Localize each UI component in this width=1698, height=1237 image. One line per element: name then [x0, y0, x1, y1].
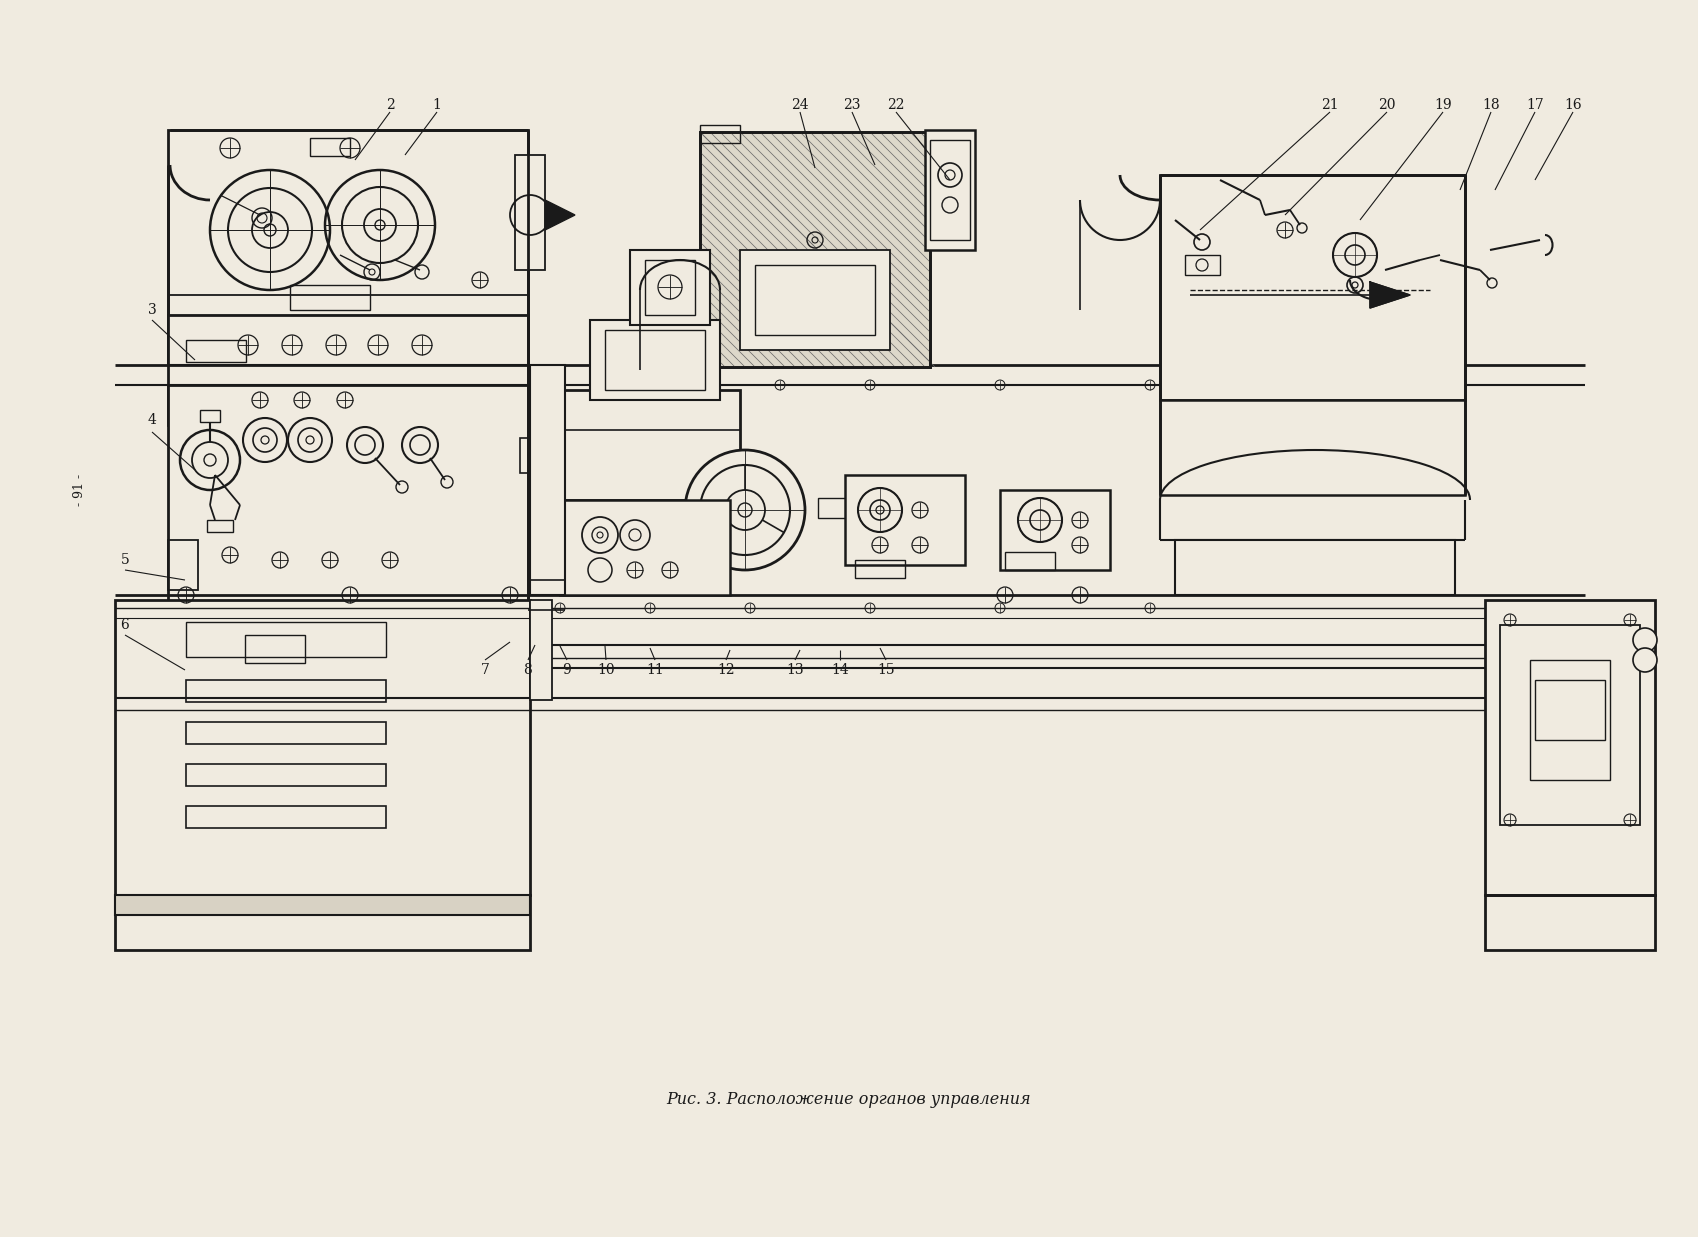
Text: 13: 13	[786, 663, 803, 677]
Bar	[200, 409, 219, 422]
Bar	[700, 132, 929, 367]
Bar	[560, 500, 730, 595]
Bar	[1499, 625, 1639, 825]
Bar	[514, 155, 545, 270]
Bar	[168, 315, 528, 426]
Bar	[924, 130, 975, 250]
Bar	[854, 560, 905, 578]
Text: 11: 11	[645, 663, 664, 677]
Bar	[1530, 661, 1610, 781]
Text: 1: 1	[433, 98, 441, 113]
Text: 17: 17	[1525, 98, 1543, 113]
Bar	[185, 622, 385, 657]
Text: 14: 14	[830, 663, 849, 677]
Bar	[290, 285, 370, 310]
Bar	[530, 390, 560, 445]
Bar	[520, 438, 550, 473]
Bar	[589, 320, 720, 400]
Bar	[185, 340, 246, 362]
Text: 18: 18	[1481, 98, 1499, 113]
Bar	[530, 600, 552, 700]
Text: 2: 2	[385, 98, 394, 113]
Text: 23: 23	[842, 98, 861, 113]
Circle shape	[1632, 628, 1656, 652]
Circle shape	[533, 458, 577, 502]
Bar	[115, 600, 530, 896]
Bar	[115, 896, 530, 915]
Bar	[700, 132, 929, 367]
Text: 8: 8	[523, 663, 531, 677]
Bar	[844, 475, 964, 565]
Text: 6: 6	[121, 618, 129, 632]
Circle shape	[684, 450, 805, 570]
Bar	[630, 250, 710, 325]
Bar	[1160, 400, 1464, 495]
Bar	[115, 896, 530, 950]
Bar	[740, 250, 890, 350]
Bar	[1160, 174, 1464, 400]
Bar	[207, 520, 233, 532]
Text: 16: 16	[1564, 98, 1581, 113]
Text: 22: 22	[886, 98, 905, 113]
Bar	[309, 139, 350, 156]
Bar	[1533, 680, 1605, 740]
Bar	[1175, 541, 1453, 595]
Text: 21: 21	[1321, 98, 1338, 113]
Text: 20: 20	[1377, 98, 1396, 113]
Text: 10: 10	[596, 663, 615, 677]
Circle shape	[1632, 648, 1656, 672]
Text: - 91 -: - 91 -	[73, 474, 87, 506]
Bar	[1000, 490, 1109, 570]
Bar	[700, 125, 740, 143]
Bar	[185, 722, 385, 743]
Bar	[1484, 600, 1654, 896]
Text: 19: 19	[1433, 98, 1452, 113]
Bar	[185, 764, 385, 785]
Text: 12: 12	[717, 663, 734, 677]
Bar	[645, 260, 694, 315]
Text: 5: 5	[121, 553, 129, 567]
Bar	[168, 385, 528, 610]
Text: 4: 4	[148, 413, 156, 427]
Bar	[604, 330, 705, 390]
Bar	[185, 807, 385, 828]
Polygon shape	[545, 200, 574, 230]
Text: 15: 15	[876, 663, 895, 677]
Text: 7: 7	[481, 663, 489, 677]
Bar	[168, 130, 528, 365]
Bar	[754, 265, 874, 335]
Text: Рис. 3. Расположение органов управления: Рис. 3. Расположение органов управления	[666, 1091, 1031, 1108]
Bar	[817, 499, 868, 518]
Bar	[1184, 255, 1219, 275]
Text: 24: 24	[791, 98, 808, 113]
Bar	[1005, 552, 1054, 570]
Polygon shape	[1369, 282, 1409, 308]
Bar	[245, 635, 306, 663]
Bar	[560, 390, 740, 500]
Bar	[530, 365, 565, 595]
Text: 9: 9	[562, 663, 571, 677]
Text: 3: 3	[148, 303, 156, 317]
Bar	[168, 541, 199, 590]
Bar	[1484, 896, 1654, 950]
Bar	[929, 140, 970, 240]
Bar	[185, 680, 385, 703]
